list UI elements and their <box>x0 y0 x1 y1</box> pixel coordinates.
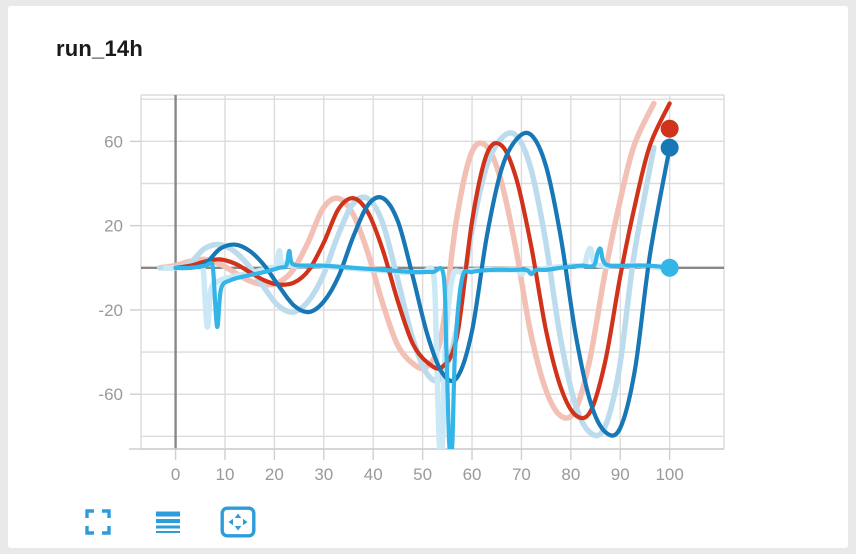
endpoint-marker-blue <box>660 138 679 157</box>
series-line-red <box>173 101 672 421</box>
x-tick-label: 0 <box>171 465 180 484</box>
x-tick-label: 20 <box>265 465 284 484</box>
x-tick-label: 90 <box>611 465 630 484</box>
chart-series <box>173 101 672 449</box>
x-tick-label: 100 <box>655 465 683 484</box>
series-line-cyan <box>173 246 672 449</box>
y-tick-label: -20 <box>98 301 123 320</box>
chart-toolbar <box>78 502 258 542</box>
y-tick-label: -60 <box>98 385 123 404</box>
series-ghost-blue <box>157 130 657 439</box>
lines-icon[interactable] <box>148 502 188 542</box>
chart-plot-area[interactable]: 0 10 20 30 40 50 60 70 80 90 100 -60 -20 20 60 <box>8 6 848 486</box>
page-title: run_14h <box>56 36 143 61</box>
endpoint-marker-cyan <box>660 258 679 277</box>
pan-icon[interactable] <box>218 502 258 542</box>
chart-xticks <box>129 140 724 460</box>
chart-svg[interactable]: 0 10 20 30 40 50 60 70 80 90 100 -60 -20 20 60 <box>8 6 848 486</box>
endpoint-marker-red <box>660 119 679 138</box>
x-tick-label: 60 <box>463 465 482 484</box>
y-tick-label: 60 <box>104 132 123 151</box>
x-tick-label: 80 <box>561 465 580 484</box>
x-tick-label: 40 <box>364 465 383 484</box>
x-tick-label: 70 <box>512 465 531 484</box>
x-tick-label: 10 <box>216 465 235 484</box>
series-line-blue <box>173 130 672 438</box>
x-tick-label: 50 <box>413 465 432 484</box>
x-tick-label: 30 <box>314 465 333 484</box>
chart-card: run_14h 0 10 20 30 40 50 60 70 80 90 100 -60 -20 20 60 <box>8 6 848 548</box>
chart-endpoint-markers <box>660 119 679 277</box>
chart-tick-labels: 0 10 20 30 40 50 60 70 80 90 100 -60 -20 20 60 <box>98 132 683 484</box>
y-tick-label: 20 <box>104 217 123 236</box>
fullscreen-icon[interactable] <box>78 502 118 542</box>
